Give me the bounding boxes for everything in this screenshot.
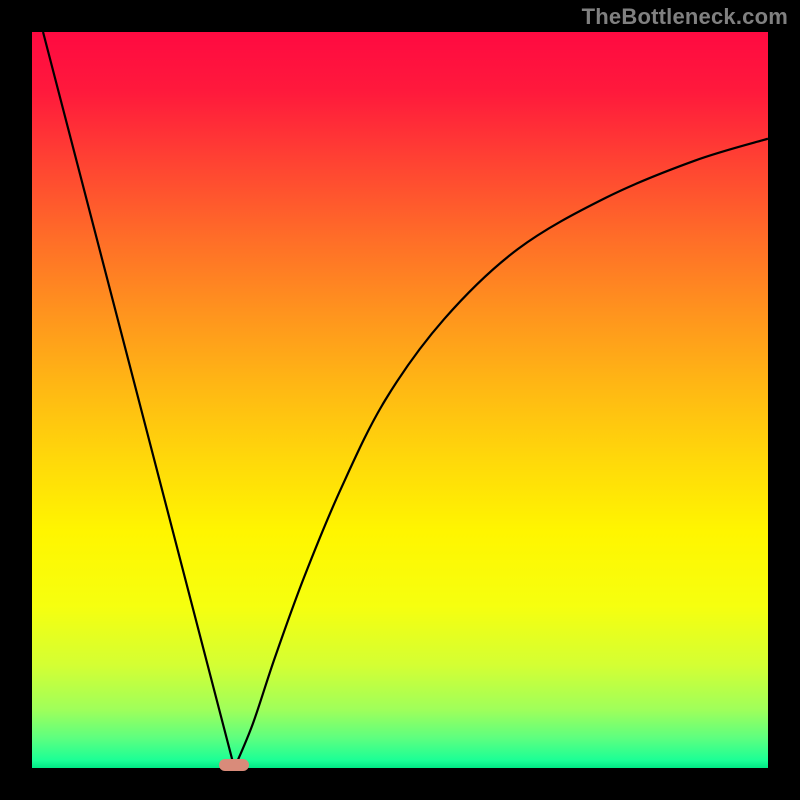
plot-area	[32, 32, 768, 768]
optimal-point-marker	[219, 759, 249, 771]
watermark-text: TheBottleneck.com	[582, 4, 788, 30]
chart-canvas: TheBottleneck.com	[0, 0, 800, 800]
bottleneck-curve	[32, 32, 768, 768]
